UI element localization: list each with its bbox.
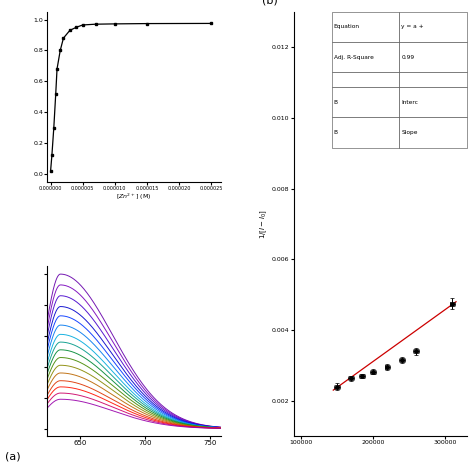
Y-axis label: $1/[I-I_0]$: $1/[I-I_0]$ xyxy=(258,209,269,239)
X-axis label: $[Zn^{2+}]$ (M): $[Zn^{2+}]$ (M) xyxy=(117,192,152,202)
Text: (a): (a) xyxy=(5,452,20,462)
Text: (b): (b) xyxy=(262,0,278,5)
